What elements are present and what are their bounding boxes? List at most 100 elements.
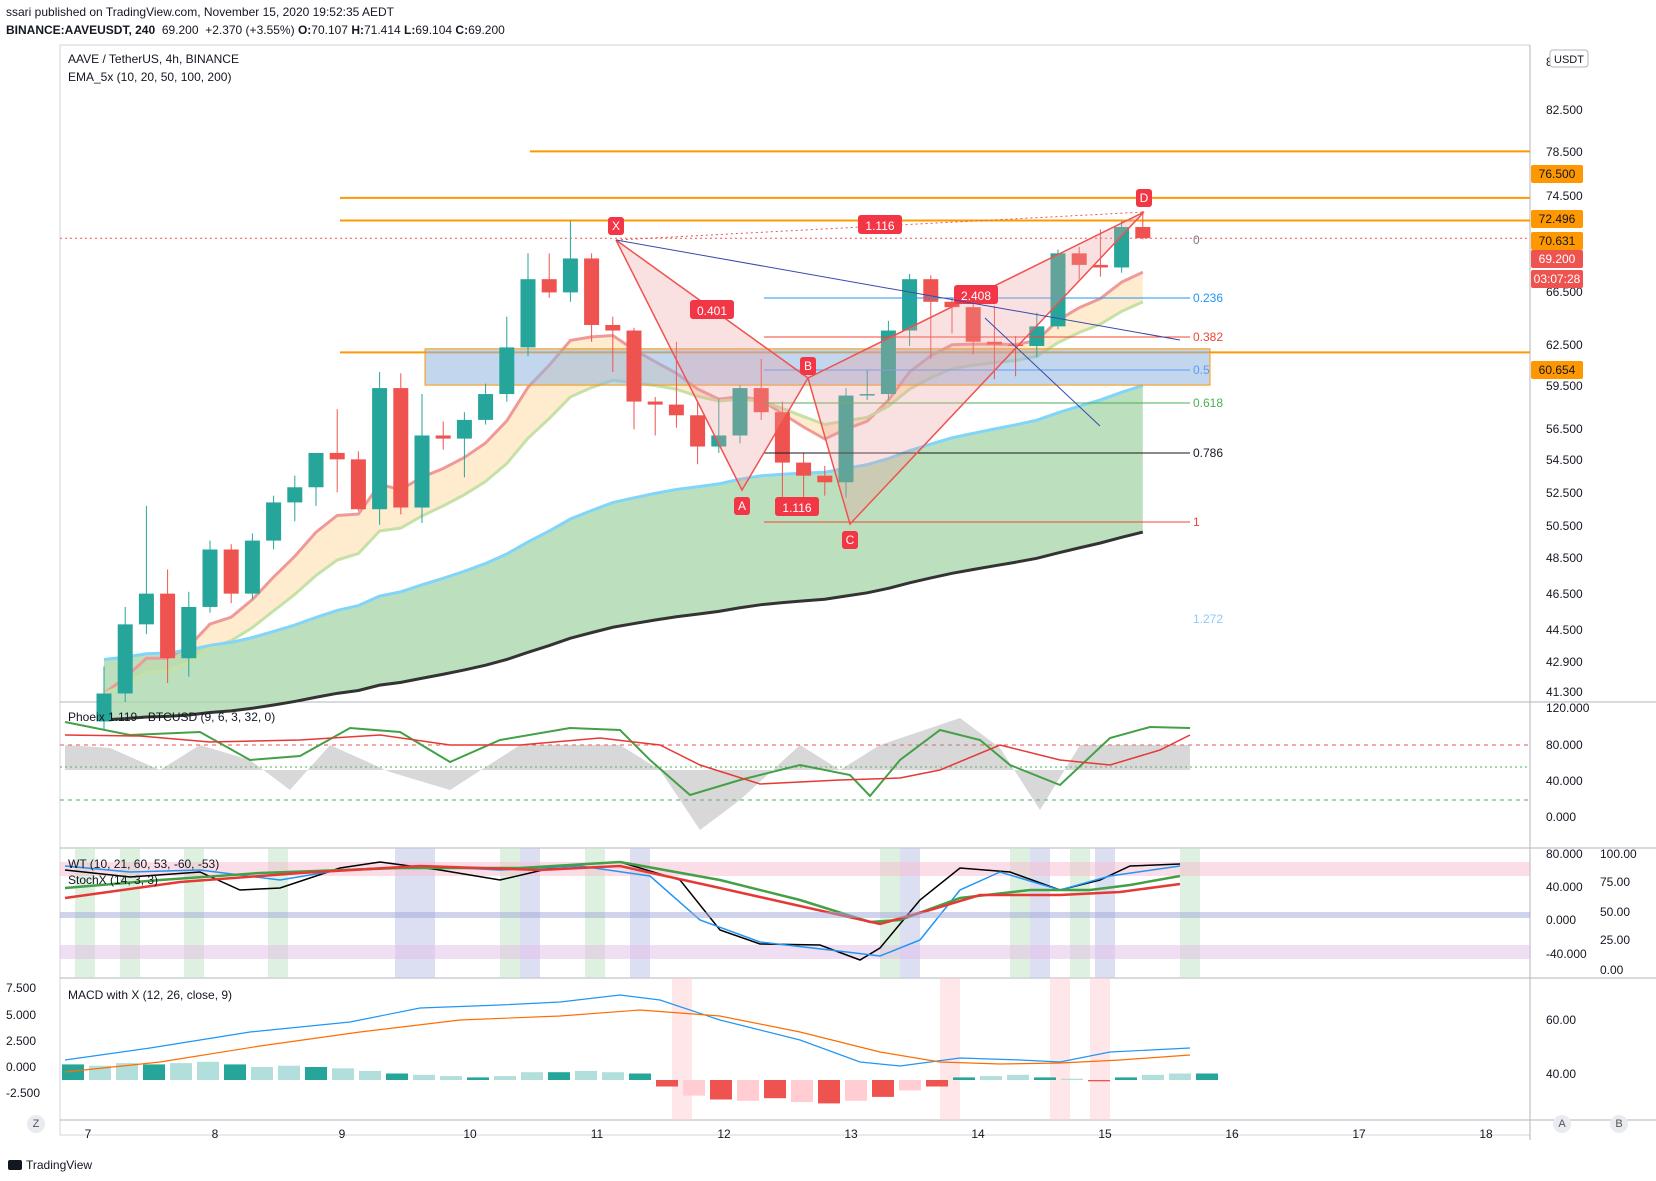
candle-body	[796, 462, 812, 476]
price-tag-label: 69.200	[1539, 252, 1576, 266]
pattern-point-label: X	[612, 219, 620, 233]
fib-level-label: 0.236	[1193, 291, 1223, 305]
wt-tick-label: 40.000	[1546, 880, 1583, 894]
y-tick-label: 59.500	[1546, 379, 1583, 393]
y-tick-label: 48.500	[1546, 551, 1583, 565]
publish-info: ssari published on TradingView.com, Nove…	[6, 5, 395, 19]
candle-body	[266, 502, 282, 541]
macd-histogram-bar	[818, 1080, 840, 1104]
price-tag-label: 72.496	[1539, 212, 1576, 226]
macd-left-tick: 2.500	[6, 1034, 36, 1048]
macd-histogram-bar	[386, 1073, 408, 1080]
macd-histogram-bar	[656, 1080, 678, 1087]
macd-left-tick: -2.500	[6, 1086, 40, 1100]
candle-body	[838, 395, 854, 483]
x-tick-label: 10	[463, 1127, 477, 1141]
macd-left-tick: 5.000	[6, 1008, 36, 1022]
candle-body	[520, 279, 536, 348]
macd-histogram-bar	[1007, 1074, 1029, 1080]
auto-scale-button[interactable]: A	[1553, 1115, 1571, 1133]
y-tick-label: 46.500	[1546, 587, 1583, 601]
y-tick-label: 74.500	[1546, 189, 1583, 203]
candle-body	[1071, 253, 1087, 265]
macd-left-tick: 7.500	[6, 981, 36, 995]
phoeix-histogram	[65, 718, 1190, 830]
macd-histogram-bar	[494, 1076, 516, 1080]
chart-legend-title: AAVE / TetherUS, 4h, BINANCE	[68, 52, 239, 66]
fib-level-label: 1.272	[1193, 612, 1223, 626]
candle-body	[1135, 227, 1151, 239]
macd-histogram-bar	[467, 1077, 489, 1080]
phoeix-legend: Phoeix 1.119 · BTCUSD (9, 6, 3, 32, 0)	[68, 710, 276, 724]
x-tick-label: 13	[844, 1127, 858, 1141]
macd-histogram-bar	[980, 1076, 1002, 1080]
macd-histogram-bar	[521, 1072, 543, 1080]
x-tick-label: 7	[85, 1127, 92, 1141]
price-tag	[1531, 165, 1583, 183]
fib-level-label: 0.786	[1193, 446, 1223, 460]
phoeix-tick-label: 40.000	[1546, 774, 1583, 788]
pattern-ratio-label: 0.401	[697, 304, 727, 318]
y-tick-label: 62.500	[1546, 338, 1583, 352]
macd-histogram-bar	[575, 1070, 597, 1080]
macd-histogram-bar	[224, 1064, 246, 1080]
x-tick-label: 8	[212, 1127, 219, 1141]
candle-body	[96, 693, 112, 722]
price-tag-label: 76.500	[1539, 167, 1576, 181]
ema-10-line	[103, 270, 1144, 695]
open-value: 70.107	[311, 23, 348, 37]
macd-histogram-bar	[251, 1067, 273, 1080]
macd-histogram-bar	[899, 1080, 921, 1091]
price-tag	[1531, 210, 1583, 228]
candle-body	[986, 341, 1002, 345]
trendline	[615, 239, 1181, 341]
support-zone	[424, 348, 1211, 386]
ema-200-line	[103, 530, 1144, 722]
candle-body	[965, 307, 981, 342]
x-tick-label: 11	[591, 1127, 604, 1141]
phoeix-tick-label: 0.000	[1546, 810, 1576, 824]
price-tag-label: 03:07:28	[1534, 272, 1581, 286]
pattern-point-label: B	[804, 359, 812, 373]
brand-footer: TradingView	[8, 1158, 92, 1172]
macd-histogram-bar	[440, 1076, 462, 1080]
y-tick-label: 44.500	[1546, 623, 1583, 637]
pattern-point-badge	[608, 217, 624, 235]
wt-legend: WT (10, 21, 60, 53, -60, -53)	[68, 857, 220, 871]
candle-body	[774, 412, 790, 463]
candle-body	[944, 301, 960, 308]
last-price: 69.200	[161, 23, 199, 37]
stoch-tick-label: 75.00	[1600, 875, 1630, 889]
wt-oversold-zone	[60, 945, 1530, 959]
candle-body	[160, 593, 176, 659]
macd-histogram-bar	[710, 1080, 732, 1100]
macd-histogram-bar	[170, 1063, 192, 1080]
price-tag	[1531, 232, 1583, 250]
candle-body	[1029, 326, 1045, 346]
macd-histogram-bar	[872, 1080, 894, 1097]
pattern-point-label: A	[738, 499, 746, 513]
close-value: 69.200	[468, 23, 505, 37]
candle-body	[244, 540, 260, 594]
macd-legend: MACD with X (12, 26, close, 9)	[68, 988, 233, 1002]
low-value: 69.104	[415, 23, 453, 37]
log-scale-button[interactable]: B	[1610, 1115, 1628, 1133]
zoom-button[interactable]: Z	[27, 1115, 45, 1133]
macd-histogram-bar	[143, 1064, 165, 1080]
macd-signal-band	[672, 978, 692, 1120]
macd-line	[64, 994, 1191, 1067]
pattern-point-badge	[1136, 189, 1152, 207]
fib-level-label: 0.618	[1193, 396, 1223, 410]
y-tick-label: 42.900	[1546, 655, 1583, 669]
candle-body	[605, 324, 621, 331]
y-tick-label: 41.300	[1546, 685, 1583, 699]
macd-right-tick: 40.00	[1546, 1067, 1576, 1081]
high-value: 71.414	[364, 23, 401, 37]
stoch-legend: StochX (14, 3, 3)	[68, 873, 159, 887]
pattern-point-badge	[734, 497, 750, 515]
candle-body	[880, 330, 896, 395]
wt-zero-band	[60, 912, 1530, 918]
ema-cloud-slow	[104, 385, 1143, 720]
candle-body	[541, 279, 557, 293]
